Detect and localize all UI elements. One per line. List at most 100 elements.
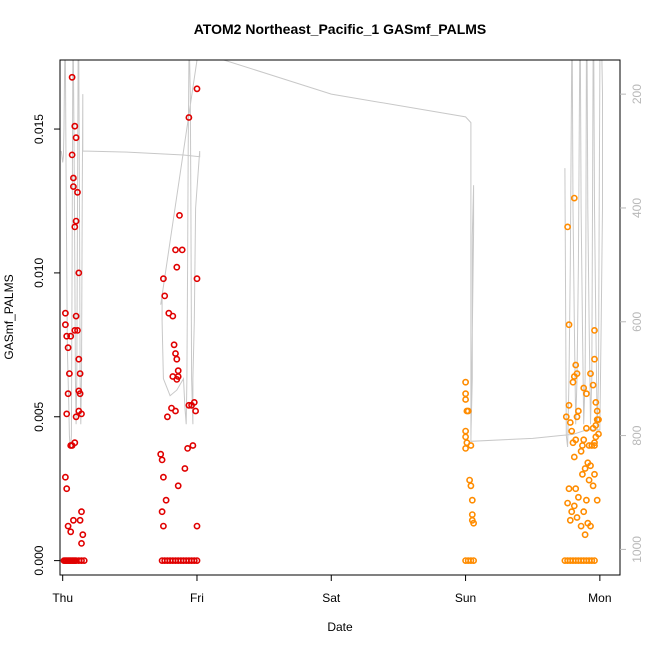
data-point [62, 321, 69, 329]
data-point [573, 370, 581, 377]
data-point [468, 516, 476, 524]
data-point [78, 540, 85, 547]
data-point [76, 390, 84, 398]
y-tick-label: 0.010 [32, 258, 46, 288]
data-point [159, 522, 167, 530]
data-point [466, 476, 473, 484]
data-point [565, 321, 573, 329]
data-point [572, 436, 580, 444]
data-point [577, 522, 585, 530]
x-tick-label: Sat [322, 591, 341, 605]
data-point [74, 326, 81, 334]
data-point [74, 188, 81, 196]
data-point [72, 413, 80, 421]
data-point [72, 134, 80, 142]
data-point [63, 485, 71, 493]
data-point [566, 419, 574, 426]
data-point [462, 444, 469, 452]
data-point [174, 373, 182, 380]
data-point [568, 427, 576, 435]
data-point [589, 482, 597, 490]
right-tick-label: 1000 [630, 536, 644, 563]
data-point [159, 473, 167, 481]
data-point [185, 401, 193, 409]
data-point [593, 407, 601, 415]
data-point [173, 263, 181, 271]
data-point [78, 410, 85, 418]
data-point [193, 85, 201, 93]
data-point [462, 378, 469, 386]
data-point [80, 557, 88, 564]
data-point [588, 557, 596, 564]
data-point [71, 326, 79, 334]
data-point [162, 496, 170, 504]
data-point [573, 413, 581, 421]
y-axis-label: GASmf_PALMS [2, 274, 16, 359]
data-point [468, 496, 476, 504]
data-point [591, 470, 598, 478]
data-point [583, 496, 590, 504]
data-point [591, 326, 598, 334]
right-tick-label: 200 [630, 84, 644, 104]
data-point [71, 439, 79, 447]
right-tick-label: 600 [630, 311, 644, 331]
data-point [172, 407, 179, 415]
gray-line-layer [60, 59, 603, 448]
data-point [570, 194, 578, 202]
data-point [462, 396, 469, 403]
data-point [593, 496, 601, 504]
right-tick-label: 400 [630, 198, 644, 218]
data-point [592, 421, 600, 429]
data-point [68, 73, 76, 81]
data-point [63, 410, 71, 418]
data-point [185, 114, 193, 121]
data-point [577, 447, 585, 455]
data-point [70, 183, 77, 190]
data-point [76, 516, 84, 524]
data-point [79, 531, 87, 539]
data-point [193, 275, 201, 283]
data-point [159, 275, 167, 283]
data-point [184, 444, 191, 452]
data-point [76, 370, 84, 377]
data-point [158, 456, 166, 464]
data-point [468, 511, 476, 518]
data-point [583, 390, 590, 398]
data-point [161, 292, 169, 300]
data-point [580, 508, 588, 516]
data-point [67, 528, 75, 536]
data-point [585, 476, 593, 484]
data-point [62, 473, 69, 481]
data-point [71, 122, 79, 130]
data-point [580, 384, 588, 392]
data-point [467, 482, 475, 490]
data-point [174, 482, 182, 490]
data-point [169, 312, 177, 320]
data-point [591, 442, 598, 449]
data-point [67, 332, 75, 340]
x-tick-label: Mon [588, 591, 611, 605]
data-point [564, 223, 571, 231]
x-tick-label: Fri [190, 591, 204, 605]
data-point [189, 442, 197, 449]
y-tick-label: 0.005 [32, 401, 46, 431]
data-point [462, 427, 469, 435]
data-point [573, 514, 581, 521]
x-axis: Thu Fri Sat Sun Mon [52, 574, 612, 605]
y-axis: 0.000 0.005 0.010 0.015 [32, 114, 60, 576]
data-point [462, 390, 469, 398]
right-axis: 200 400 600 800 1000 [620, 84, 644, 563]
data-point [575, 493, 582, 501]
x-axis-label: Date [327, 620, 353, 634]
data-point [579, 470, 586, 478]
plot-frame [59, 59, 621, 576]
data-point [591, 355, 598, 363]
data-point [64, 344, 72, 352]
data-point [68, 151, 76, 159]
data-point [462, 433, 469, 441]
x-tick-label: Sun [455, 591, 476, 605]
data-point [583, 424, 590, 432]
data-point [178, 246, 186, 254]
